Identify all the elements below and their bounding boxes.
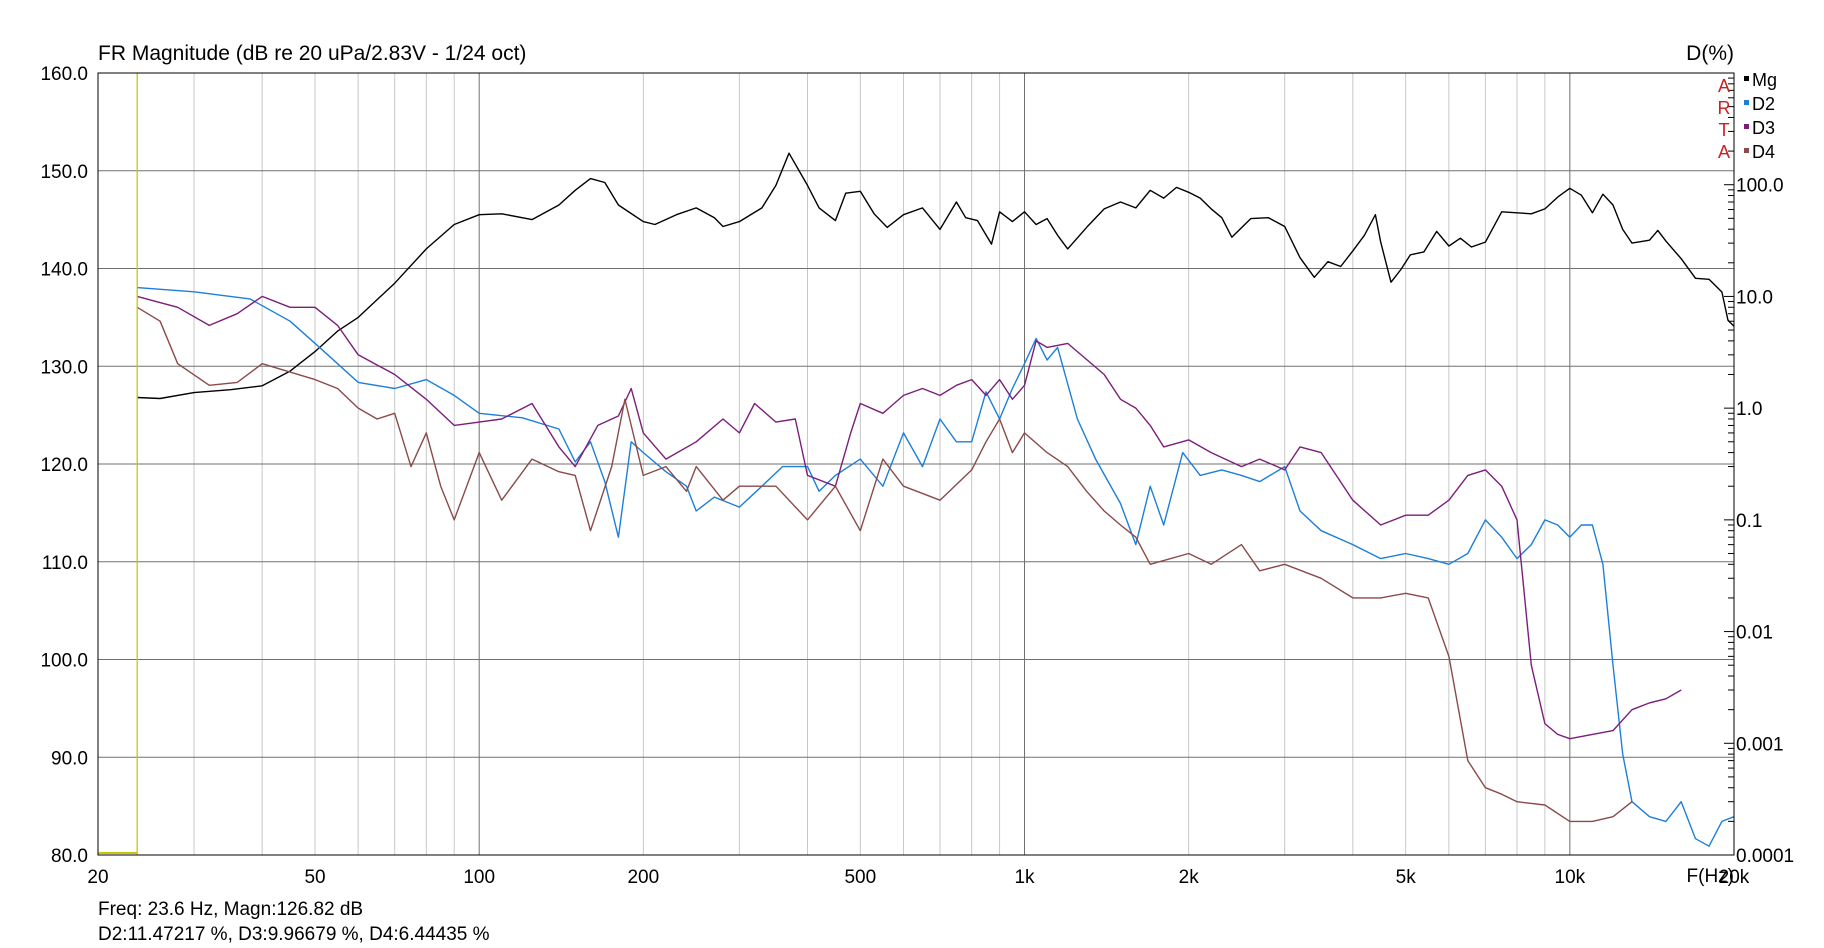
y-right-tick-label: 100.0: [1736, 176, 1784, 197]
cursor-line[interactable]: [98, 73, 138, 855]
chart-title: FR Magnitude (dB re 20 uPa/2.83V - 1/24 …: [98, 42, 526, 65]
legend-swatch-d4: [1744, 148, 1749, 153]
series-d2-line: [137, 286, 1735, 847]
y-right-tick-label: 0.1: [1736, 511, 1762, 532]
legend-label-mg: Mg: [1752, 70, 1777, 90]
x-tick-label: 100: [463, 867, 495, 888]
x-tick-label: 5k: [1396, 867, 1417, 888]
right-axis-label: D(%): [1686, 42, 1734, 65]
series-mg-line: [137, 152, 1735, 400]
y-left-tick-label: 110.0: [42, 553, 88, 574]
plot-frame: [97, 72, 1735, 856]
y-left-tick-label: 100.0: [40, 651, 88, 672]
y-right-tick-label: 0.0001: [1736, 846, 1794, 867]
y-left-tick-label: 90.0: [51, 748, 88, 769]
series-d4-line: [136, 306, 1633, 823]
watermark-letter: T: [1719, 120, 1730, 140]
y-left-tick-label: 160.0: [40, 64, 88, 85]
left-axis-ticks: 80.0 90.0 100.0 110.0 120.0 130.0 140.0 150.0 16…: [40, 64, 88, 867]
legend-swatch-d2: [1744, 100, 1749, 105]
x-axis-ticks: 20 50 100 200 500 1k 2k 5k 10k 20k: [87, 867, 1749, 888]
x-axis-label: F(Hz): [1687, 866, 1734, 887]
x-tick-label: 10k: [1555, 867, 1586, 888]
watermark-letter: A: [1718, 76, 1730, 96]
y-left-tick-label: 130.0: [40, 357, 88, 378]
x-tick-label: 20: [87, 867, 108, 888]
right-axis-ticks: 0.0001 0.001 0.01 0.1 1.0 10.0 100.0: [1724, 77, 1794, 867]
y-right-tick-label: 1.0: [1736, 399, 1762, 420]
y-right-tick-label: 10.0: [1736, 287, 1773, 308]
cursor-readout-line1: Freq: 23.6 Hz, Magn:126.82 dB: [98, 899, 363, 920]
x-tick-label: 200: [627, 867, 659, 888]
y-right-tick-label: 0.001: [1736, 734, 1784, 755]
y-left-tick-label: 150.0: [40, 162, 88, 183]
legend-label-d3: D3: [1752, 118, 1775, 138]
legend: Mg D2 D3 D4: [1744, 70, 1777, 162]
y-left-tick-label: 120.0: [40, 455, 88, 476]
series-d3-line: [137, 295, 1682, 740]
legend-label-d4: D4: [1752, 142, 1775, 162]
grid-lines: [97, 72, 1735, 856]
watermark-letter: R: [1718, 98, 1731, 118]
series-lines: [136, 152, 1735, 847]
watermark-letter: A: [1718, 142, 1730, 162]
y-right-tick-label: 0.01: [1736, 623, 1773, 644]
legend-swatch-d3: [1744, 124, 1749, 129]
x-tick-label: 20k: [1719, 867, 1750, 888]
y-left-tick-label: 140.0: [40, 260, 88, 281]
cursor-readout-line2: D2:11.47217 %, D3:9.96679 %, D4:6.44435 …: [98, 924, 490, 945]
y-left-tick-label: 80.0: [51, 846, 88, 867]
x-tick-label: 1k: [1014, 867, 1035, 888]
x-tick-label: 2k: [1179, 867, 1200, 888]
legend-swatch-mg: [1744, 76, 1749, 81]
legend-label-d2: D2: [1752, 94, 1775, 114]
x-tick-label: 50: [304, 867, 325, 888]
x-tick-label: 500: [844, 867, 876, 888]
